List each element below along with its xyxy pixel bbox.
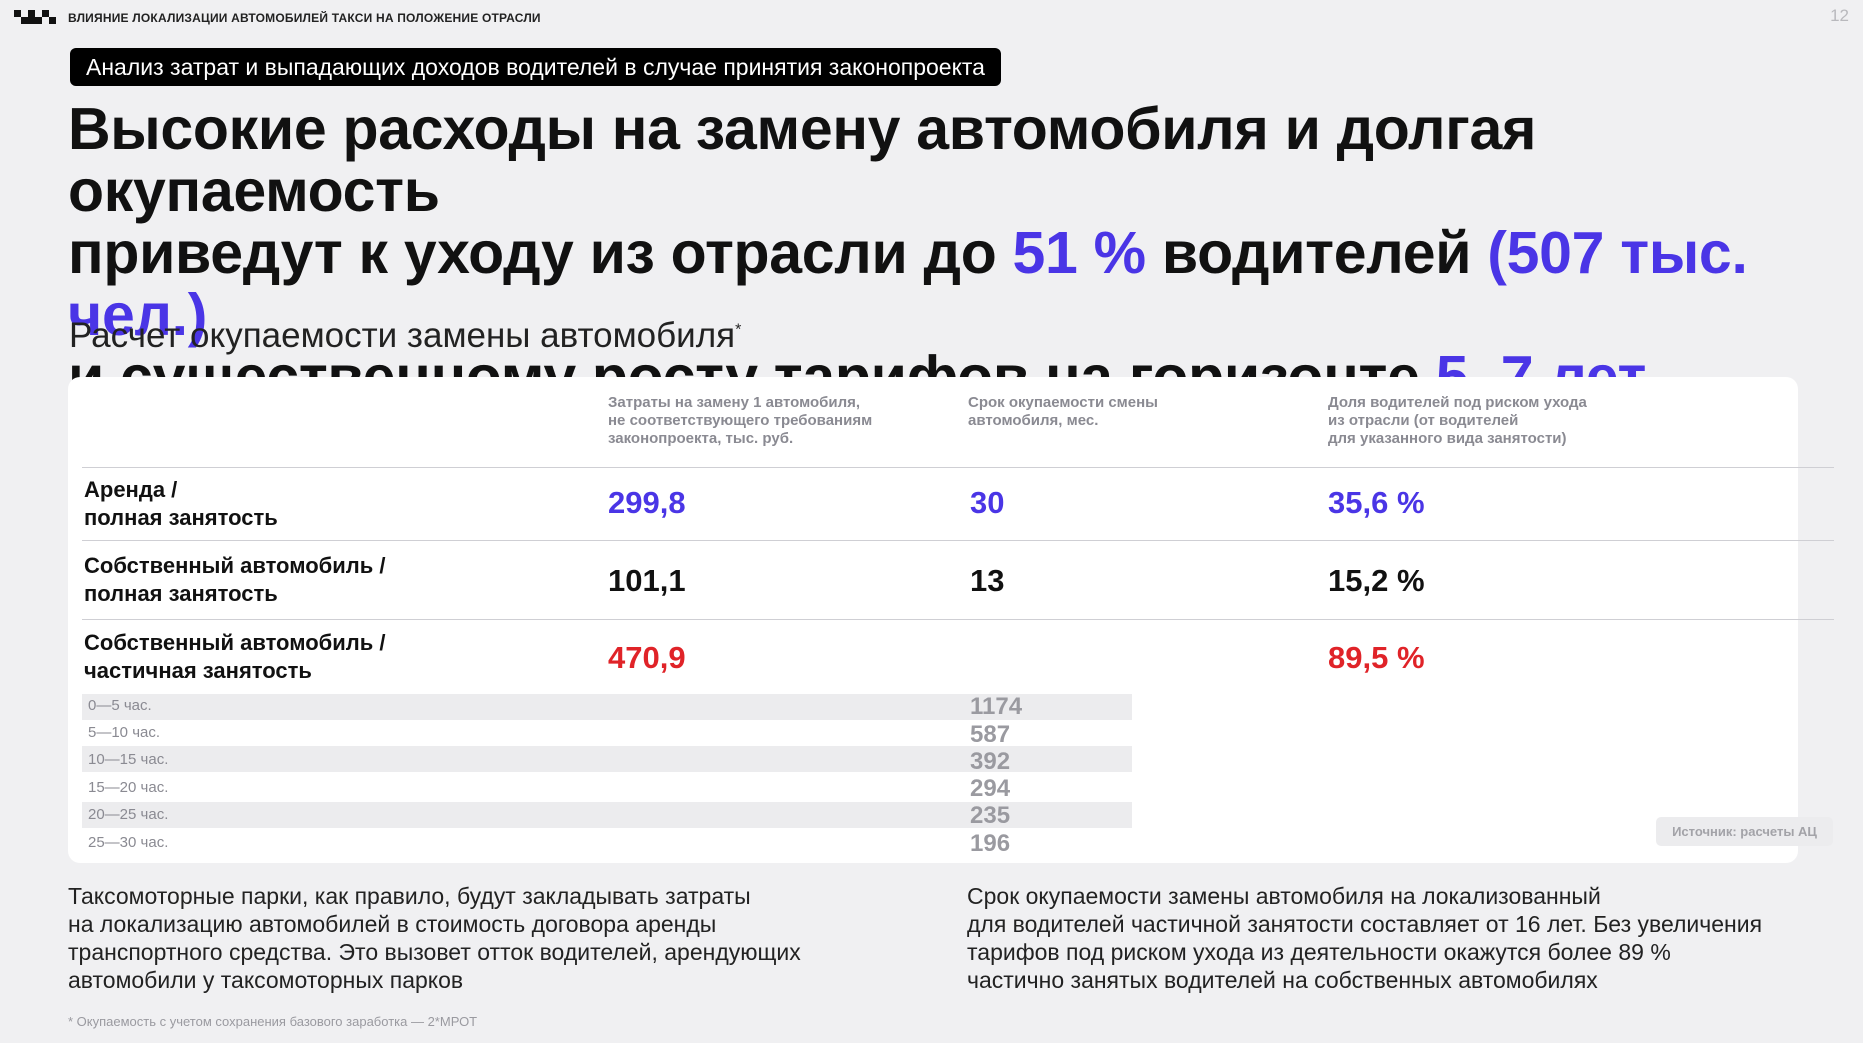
subtitle-footnote-mark: * (735, 321, 742, 339)
note-line: на локализацию автомобилей в стоимость д… (68, 911, 717, 937)
source-badge: Источник: расчеты АЦ (1656, 817, 1833, 846)
cell-payback: 30 (970, 485, 1005, 520)
headline-line-1: Высокие расходы на замену автомобиля и д… (68, 96, 1537, 224)
sub-row-label: 15—20 час. (88, 779, 169, 796)
cell-cost: 470,9 (608, 640, 686, 675)
row-label-line: Собственный автомобиль / (84, 553, 386, 578)
header-title: ВЛИЯНИЕ ЛОКАЛИЗАЦИИ АВТОМОБИЛЕЙ ТАКСИ НА… (68, 11, 541, 25)
headline: Высокие расходы на замену автомобиля и д… (68, 98, 1858, 408)
headline-line-2: приведут к уходу из отрасли до 51 % води… (68, 222, 1858, 346)
header-line: для указанного вида занятости) (1328, 430, 1567, 447)
row-label-own-full: Собственный автомобиль / полная занятост… (84, 552, 385, 608)
headline-text: водителей (1145, 220, 1488, 286)
note-line: Таксомоторные парки, как правило, будут … (68, 883, 751, 909)
sub-row-label: 25—30 час. (88, 834, 169, 851)
sub-row-label: 5—10 час. (88, 724, 161, 741)
cell-cost: 101,1 (608, 563, 686, 598)
row-label-rent-full: Аренда / полная занятость (84, 476, 278, 532)
divider (82, 619, 1834, 620)
sub-row-payback: 235 (970, 802, 1011, 829)
headline-accent-percent: 51 % (1012, 220, 1147, 286)
header-line: законопроекта, тыс. руб. (608, 430, 794, 447)
sub-row-payback: 1174 (970, 693, 1023, 720)
headline-text: приведут к уходу из отрасли до (68, 220, 1013, 286)
column-header-cost: Затраты на замену 1 автомобиля, не соотв… (608, 394, 872, 448)
note-line: транспортного средства. Это вызовет отто… (68, 939, 801, 965)
cell-share: 35,6 % (1328, 485, 1425, 520)
taxi-checker-logo (14, 10, 58, 26)
note-left: Таксомоторные парки, как правило, будут … (68, 882, 801, 994)
divider (82, 540, 1834, 541)
header-line: Затраты на замену 1 автомобиля, (608, 394, 861, 411)
row-label-line: полная занятость (84, 581, 278, 606)
cell-share: 89,5 % (1328, 640, 1425, 675)
cell-payback: 13 (970, 563, 1005, 598)
row-label-line: Аренда / (84, 477, 178, 502)
divider (82, 467, 1834, 468)
page-number: 12 (1830, 6, 1849, 25)
note-line: Срок окупаемости замены автомобиля на ло… (967, 883, 1601, 909)
sub-row-payback: 587 (970, 721, 1011, 748)
sub-row-stripe (82, 746, 1132, 772)
row-label-line: Собственный автомобиль / (84, 630, 386, 655)
section-badge: Анализ затрат и выпадающих доходов водит… (70, 48, 1001, 86)
header-line: из отрасли (от водителей (1328, 412, 1519, 429)
footnote: * Окупаемость с учетом сохранения базово… (68, 1014, 478, 1029)
header-line: Доля водителей под риском ухода (1328, 394, 1587, 411)
row-label-line: частичная занятость (84, 658, 312, 683)
header-line: не соответствующего требованиям (608, 412, 873, 429)
note-line: тарифов под риском ухода из деятельности… (967, 939, 1671, 965)
table-subtitle: Расчет окупаемости замены автомобиля* (69, 316, 741, 356)
subtitle-text: Расчет окупаемости замены автомобиля (69, 316, 736, 355)
column-header-share: Доля водителей под риском ухода из отрас… (1328, 394, 1587, 448)
note-right: Срок окупаемости замены автомобиля на ло… (967, 882, 1762, 994)
sub-row-label: 20—25 час. (88, 806, 169, 823)
cell-share: 15,2 % (1328, 563, 1425, 598)
note-line: частично занятых водителей на собственны… (967, 967, 1598, 993)
row-label-line: полная занятость (84, 505, 278, 530)
sub-row-payback: 392 (970, 748, 1011, 775)
row-label-own-partial: Собственный автомобиль / частичная занят… (84, 629, 385, 685)
note-line: для водителей частичной занятости состав… (967, 911, 1763, 937)
headline-accent-people: (507 тыс. чел.) (68, 220, 1748, 348)
column-header-payback: Срок окупаемости смены автомобиля, мес. (968, 394, 1158, 430)
sub-row-label: 0—5 час. (88, 697, 152, 714)
header-line: автомобиля, мес. (968, 412, 1099, 429)
sub-row-stripe (82, 802, 1132, 828)
payback-table-card (68, 377, 1798, 863)
header-line: Срок окупаемости смены (968, 394, 1158, 411)
cell-cost: 299,8 (608, 485, 686, 520)
sub-row-payback: 196 (970, 830, 1011, 857)
sub-row-label: 10—15 час. (88, 751, 169, 768)
note-line: автомобили у таксомоторных парков (68, 967, 464, 993)
sub-row-stripe (82, 694, 1132, 720)
sub-row-payback: 294 (970, 775, 1011, 802)
